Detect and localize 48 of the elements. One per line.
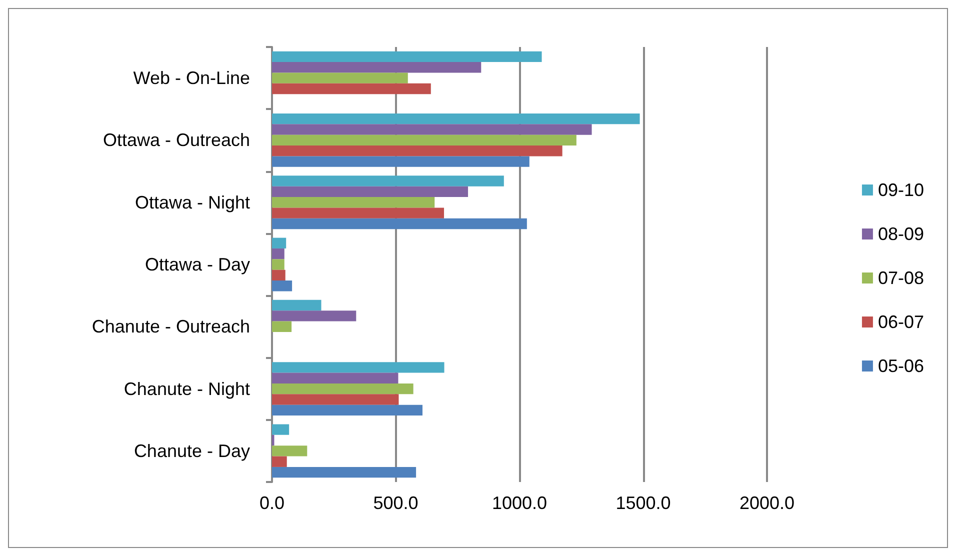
legend-label: 07-08 xyxy=(878,268,924,288)
y-tick-label: Chanute - Night xyxy=(124,378,250,399)
bar xyxy=(272,72,408,84)
bar xyxy=(272,146,562,156)
x-tick-label: 2000.0 xyxy=(739,493,795,513)
bar xyxy=(272,466,416,478)
bar xyxy=(272,259,284,270)
bar xyxy=(272,62,482,73)
bar xyxy=(272,186,468,198)
legend-label: 06-07 xyxy=(878,312,924,332)
legend-label: 09-10 xyxy=(878,180,924,200)
bar xyxy=(272,176,504,186)
y-tick-label: Chanute - Outreach xyxy=(92,316,250,337)
x-tick-label: 500.0 xyxy=(373,493,418,513)
bar xyxy=(272,300,322,311)
y-tick-label: Web - On-Line xyxy=(133,68,250,88)
bar xyxy=(272,238,286,248)
bar xyxy=(272,362,444,373)
bar xyxy=(272,270,286,281)
bar xyxy=(272,156,530,167)
y-tick-label: Ottawa - Outreach xyxy=(102,130,250,150)
bar xyxy=(272,456,287,467)
bar xyxy=(272,394,399,405)
bar xyxy=(272,424,290,435)
bar xyxy=(272,197,435,208)
bar xyxy=(272,208,444,218)
y-tick-label: Chanute - Day xyxy=(134,440,250,461)
bar xyxy=(272,372,398,384)
y-tick-label: Ottawa - Night xyxy=(134,192,250,212)
legend-label: 08-09 xyxy=(878,224,924,244)
x-tick-label: 0.0 xyxy=(259,493,285,513)
bar xyxy=(272,134,576,146)
bar xyxy=(272,321,292,332)
bar xyxy=(272,383,414,394)
x-tick-label: 1500.0 xyxy=(616,493,671,513)
bar xyxy=(272,113,640,124)
bar xyxy=(272,248,284,260)
y-tick-label: Ottawa - Day xyxy=(144,254,250,274)
bar xyxy=(272,124,592,135)
bar xyxy=(272,218,527,230)
x-tick-label: 1000.0 xyxy=(492,493,548,513)
bar xyxy=(272,280,292,292)
bar xyxy=(272,446,308,456)
bar xyxy=(272,83,431,94)
bar xyxy=(272,310,356,322)
bar xyxy=(272,404,422,416)
legend-label: 05-06 xyxy=(878,356,924,376)
bar xyxy=(272,51,542,62)
